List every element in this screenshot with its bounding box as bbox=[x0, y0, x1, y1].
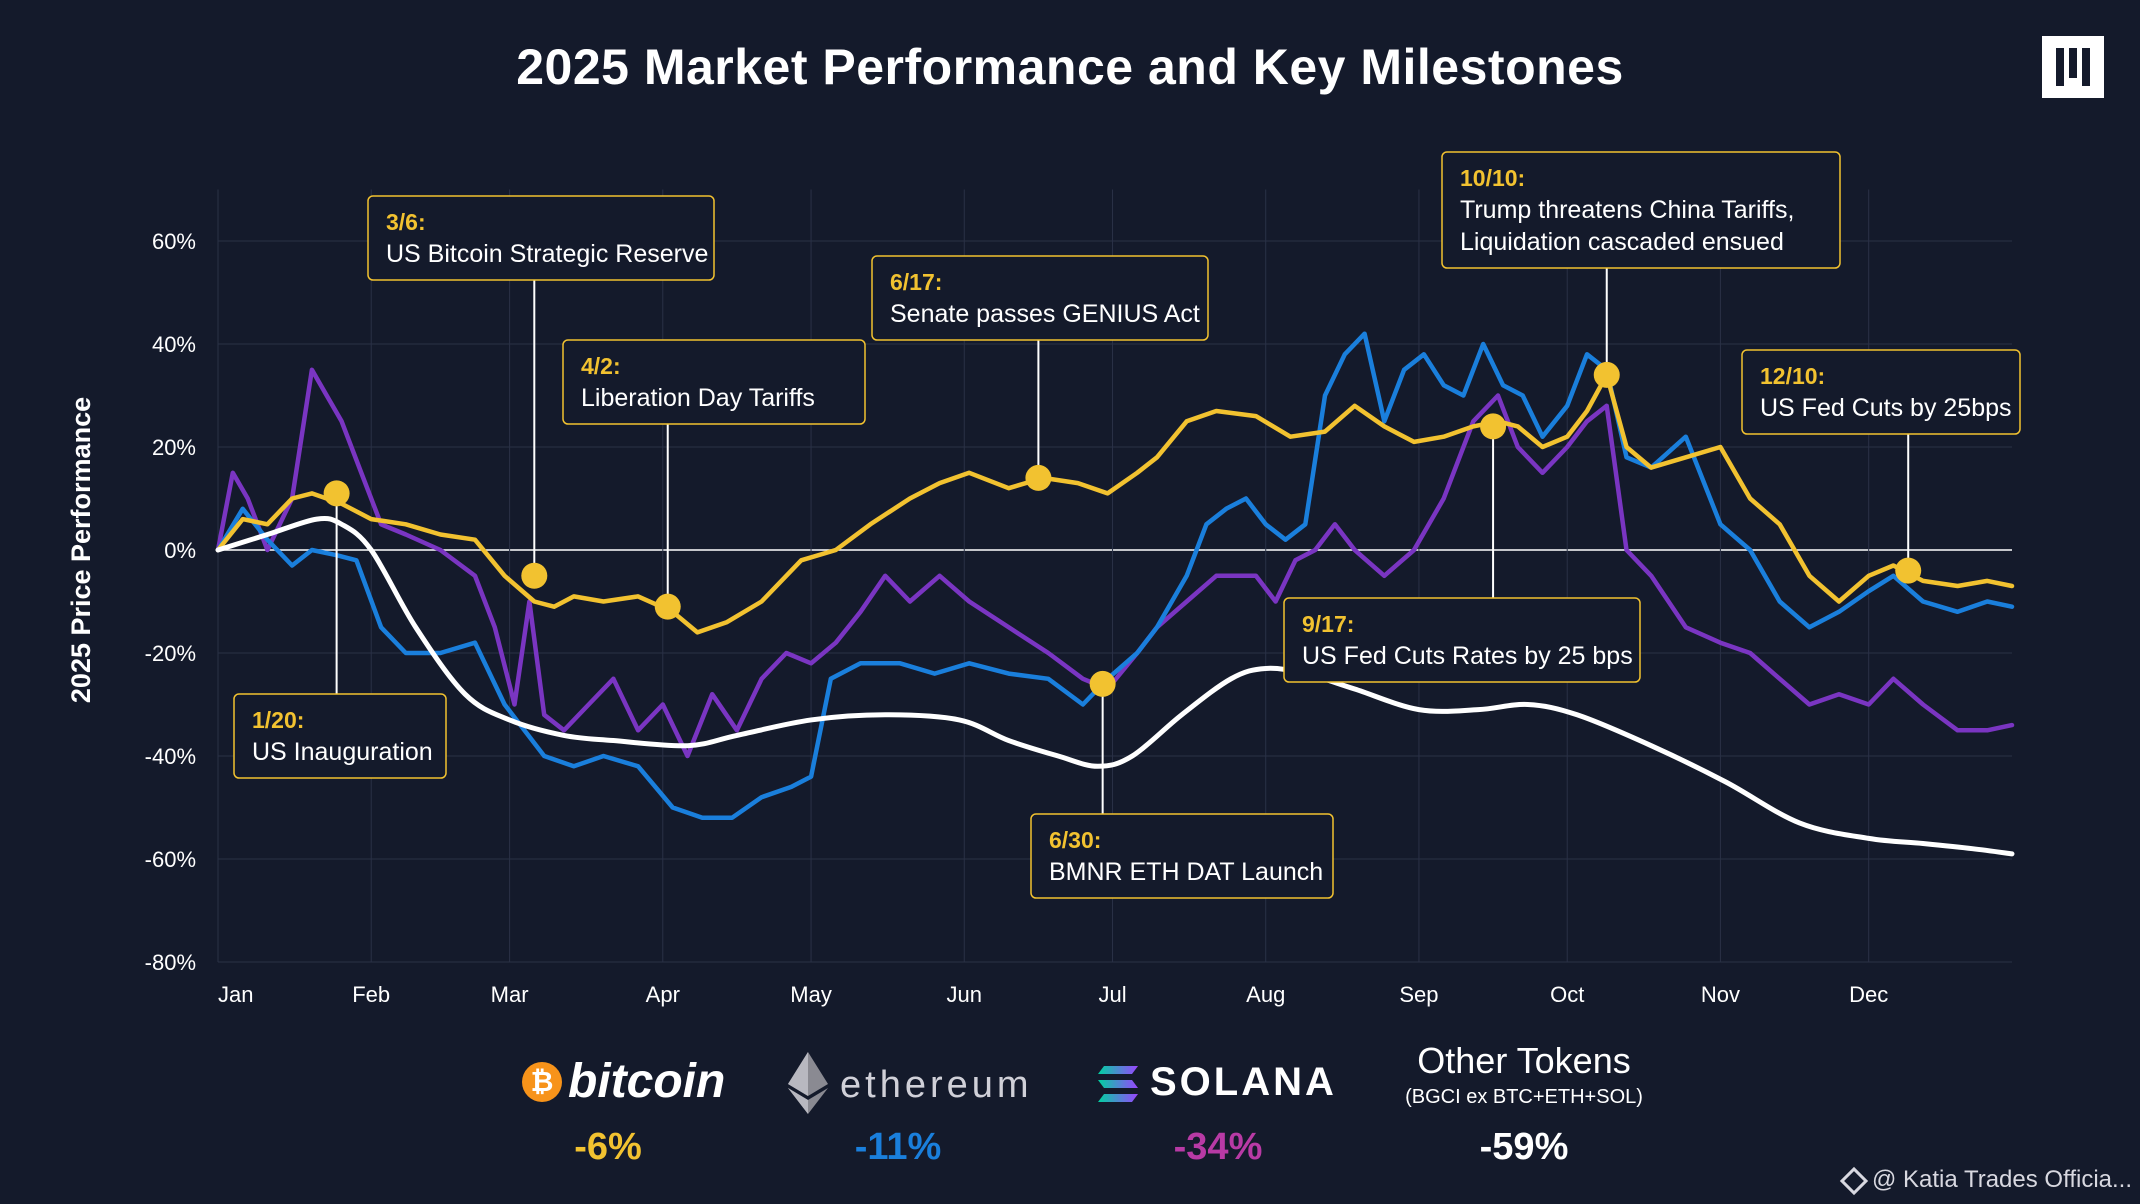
x-tick-label: Jan bbox=[218, 982, 253, 1007]
milestone-dot bbox=[1895, 557, 1922, 584]
milestone-box bbox=[871, 255, 1209, 341]
y-axis-label: 2025 Price Performance bbox=[66, 397, 96, 703]
milestone-dot bbox=[521, 562, 548, 589]
milestone-date: 4/2: bbox=[581, 353, 621, 379]
y-tick-label: 20% bbox=[152, 435, 196, 460]
ethereum-legend: ethereum bbox=[782, 1050, 1032, 1120]
x-tick-label: Sep bbox=[1399, 982, 1438, 1007]
solana-bars-icon bbox=[1098, 1066, 1138, 1102]
milestone-text: BMNR ETH DAT Launch bbox=[1049, 858, 1323, 886]
credit-watermark: @ Katia Trades Officia... bbox=[1839, 1166, 2132, 1195]
milestone-box bbox=[1283, 597, 1641, 683]
bitcoin-legend-label: bitcoin bbox=[568, 1055, 726, 1108]
milestone-text: US Fed Cuts Rates by 25 bps bbox=[1302, 642, 1633, 670]
milestone-leaders bbox=[323, 268, 1922, 814]
x-tick-label: Jul bbox=[1098, 982, 1126, 1007]
milestone-dot bbox=[1089, 670, 1116, 697]
ethereum-diamond-icon bbox=[788, 1052, 828, 1114]
y-tick-label: 40% bbox=[152, 332, 196, 357]
y-tick-label: -80% bbox=[145, 950, 196, 975]
milestone-date: 6/17: bbox=[890, 269, 942, 295]
milestone-date: 3/6: bbox=[386, 209, 426, 235]
milestone-date: 10/10: bbox=[1460, 165, 1525, 191]
milestone-dot bbox=[323, 480, 350, 507]
milestone-annotations: 1/20: US Inauguration 3/6: US Bitcoin Strat… bbox=[233, 151, 2021, 899]
bitcoin-logo-icon: ₿ bbox=[522, 1062, 562, 1102]
series-line-ethereum bbox=[215, 331, 2015, 821]
milestone-text: US Fed Cuts by 25bps bbox=[1760, 394, 2012, 422]
milestone-box bbox=[1030, 813, 1334, 899]
milestone-date: 12/10: bbox=[1760, 363, 1825, 389]
ethereum-legend-label: ethereum bbox=[840, 1064, 1033, 1106]
y-tick-label: 60% bbox=[152, 229, 196, 254]
x-tick-label: Feb bbox=[352, 982, 390, 1007]
milestone-date: 9/17: bbox=[1302, 611, 1354, 637]
series-line-other-tokens bbox=[215, 515, 2015, 857]
series-line-solana bbox=[215, 367, 2015, 759]
milestone-box bbox=[367, 195, 715, 281]
milestone-date: 6/30: bbox=[1049, 827, 1101, 853]
milestone-box bbox=[233, 693, 447, 779]
y-tick-label: -60% bbox=[145, 847, 196, 872]
milestone-box bbox=[1741, 349, 2021, 435]
x-tick-label: Apr bbox=[646, 982, 680, 1007]
milestone-dot bbox=[654, 593, 681, 620]
other-tokens-legend-label: Other Tokens bbox=[1417, 1040, 1631, 1081]
ethereum-return: -11% bbox=[854, 1126, 942, 1168]
x-tick-label: Mar bbox=[491, 982, 529, 1007]
bitcoin-legend: ₿ bitcoin bbox=[520, 1052, 730, 1118]
milestone-text: Trump threatens China Tariffs, bbox=[1460, 196, 1794, 224]
x-tick-label: Dec bbox=[1849, 982, 1888, 1007]
other-tokens-legend-sublabel: (BGCI ex BTC+ETH+SOL) bbox=[1405, 1086, 1643, 1108]
y-tick-label: 0% bbox=[164, 538, 196, 563]
bitcoin-return: -6% bbox=[574, 1126, 642, 1168]
y-tick-label: -20% bbox=[145, 641, 196, 666]
palantir-logo-icon bbox=[2042, 36, 2104, 98]
series-lines bbox=[215, 331, 2015, 857]
x-tick-label: May bbox=[790, 982, 832, 1007]
x-tick-label: Oct bbox=[1550, 982, 1584, 1007]
solana-legend-label: SOLANA bbox=[1150, 1060, 1337, 1104]
credit-text: @ Katia Trades Officia... bbox=[1871, 1166, 2132, 1193]
series-line-bitcoin bbox=[215, 372, 2015, 635]
y-tick-label: -40% bbox=[145, 744, 196, 769]
other-tokens-return: -59% bbox=[1479, 1126, 1569, 1168]
x-tick-label: Nov bbox=[1701, 982, 1740, 1007]
x-tick-label: Aug bbox=[1246, 982, 1285, 1007]
milestone-dot bbox=[1593, 361, 1620, 388]
solana-return: -34% bbox=[1173, 1126, 1263, 1168]
milestone-text: US Inauguration bbox=[252, 738, 433, 766]
milestone-text: US Bitcoin Strategic Reserve bbox=[386, 240, 708, 268]
milestone-text-line2: Liquidation cascaded ensued bbox=[1460, 228, 1784, 256]
x-tick-label: Jun bbox=[947, 982, 982, 1007]
milestone-text: Liberation Day Tariffs bbox=[581, 384, 815, 412]
milestone-dot bbox=[1480, 413, 1507, 440]
axis-ticks: 60% 40% 20% 0% -20% -40% -60% -80% Jan Feb Mar Apr M… bbox=[145, 229, 1889, 1007]
binance-diamond-icon bbox=[1839, 1166, 1869, 1195]
milestone-text: Senate passes GENIUS Act bbox=[890, 300, 1200, 328]
chart-title: 2025 Market Performance and Key Mileston… bbox=[516, 39, 1624, 95]
solana-legend: SOLANA bbox=[1094, 1056, 1344, 1116]
milestone-dot bbox=[1025, 464, 1052, 491]
milestone-date: 1/20: bbox=[252, 707, 304, 733]
milestone-box bbox=[1441, 151, 1841, 269]
milestone-box bbox=[562, 339, 866, 425]
